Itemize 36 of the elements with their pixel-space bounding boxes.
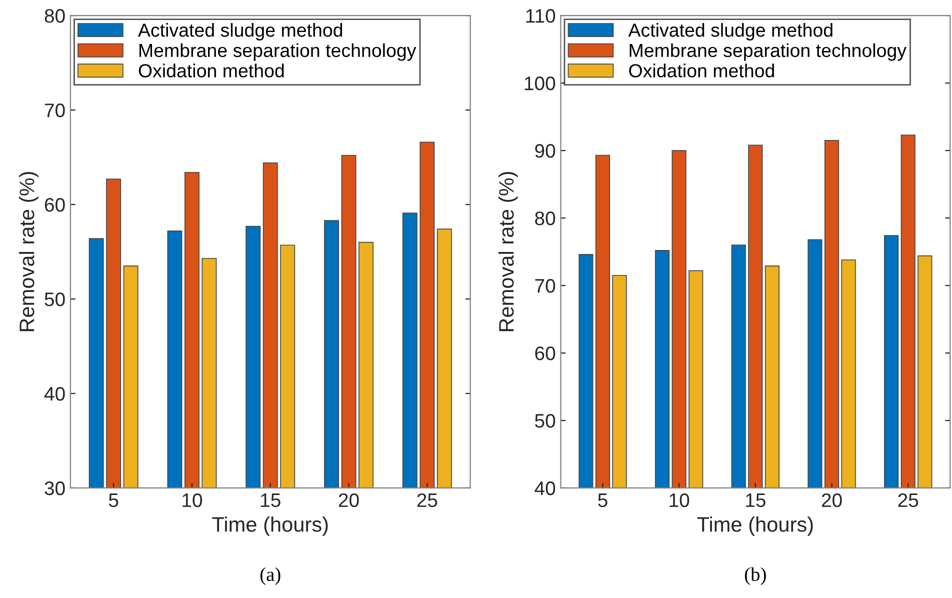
y-tick-label: 30 — [44, 481, 65, 496]
x-axis-title: Time (hours) — [697, 516, 813, 536]
y-tick-label: 80 — [44, 9, 65, 23]
y-tick-label: 50 — [44, 292, 65, 306]
y-tick-label: 70 — [535, 278, 556, 293]
y-tick-label: 90 — [535, 144, 556, 158]
legend-label: Oxidation method — [138, 64, 284, 78]
x-tick-label: 25 — [898, 493, 918, 508]
y-tick-label: 70 — [44, 104, 65, 118]
legend-label: Membrane separation technology — [630, 43, 906, 61]
x-tick-label: 20 — [338, 493, 359, 508]
y-tick-label: 60 — [44, 198, 65, 212]
y-tick-label: 110 — [526, 9, 556, 23]
x-tick-label: 15 — [261, 494, 280, 508]
y-tick-label: 100 — [524, 76, 556, 90]
y-tick-label: 60 — [535, 346, 556, 360]
x-tick-label: 5 — [598, 494, 608, 508]
text: (a) — [260, 567, 280, 585]
y-tick-label: 40 — [534, 481, 556, 496]
y-tick-label: 50 — [535, 414, 556, 428]
legend-label: Activated sludge method — [138, 23, 342, 41]
legend-label: Oxidation method — [629, 64, 774, 78]
y-axis-title: Removal rate (%) — [18, 172, 38, 332]
text: (b) — [744, 567, 766, 585]
x-tick-label: 20 — [822, 493, 842, 508]
x-tick-label: 10 — [670, 493, 690, 508]
x-tick-label: 10 — [182, 493, 202, 508]
y-tick-label: 40 — [44, 386, 65, 401]
x-tick-label: 5 — [108, 494, 118, 508]
y-axis-title: Removal rate (%) — [498, 172, 518, 332]
legend-label: Activated sludge method — [628, 23, 832, 41]
x-tick-label: 15 — [746, 494, 766, 508]
x-axis-title: Time (hours) — [212, 516, 328, 536]
legend-label: Membrane separation technology — [139, 43, 416, 61]
x-tick-label: 25 — [417, 493, 438, 508]
y-tick-label: 80 — [535, 211, 556, 226]
